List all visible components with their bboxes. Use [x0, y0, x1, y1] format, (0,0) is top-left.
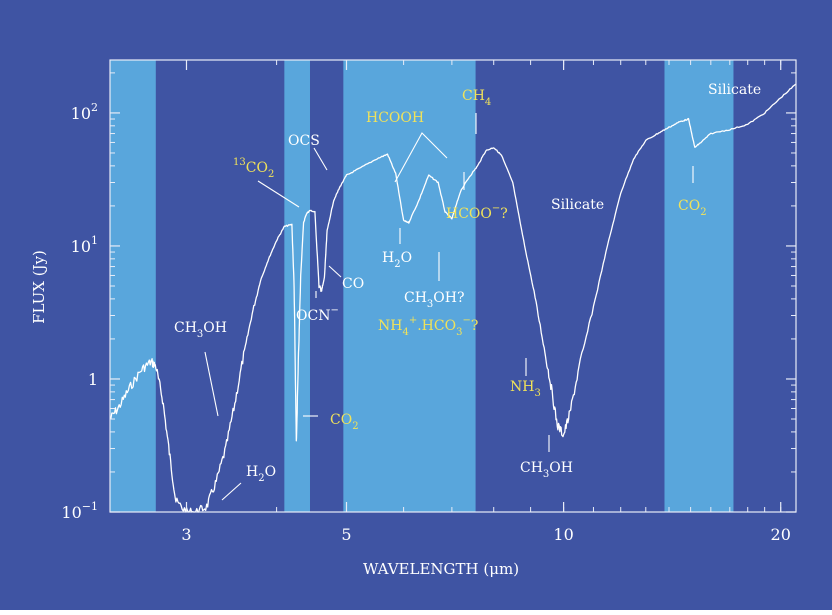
annotation-leader	[257, 180, 300, 208]
annotation-leader	[221, 482, 242, 501]
x-axis-label: WAVELENGTH (μm)	[363, 560, 519, 578]
annotation-co: CO	[328, 265, 364, 292]
annotation-hcoo: HCOO−?	[446, 172, 508, 222]
y-tick-label: 101	[71, 234, 98, 256]
annotation-h2o-mid: H2O	[382, 228, 412, 270]
annotation-label: HCOO−?	[446, 203, 508, 222]
annotation-ch3oh-top: CH3OH	[174, 320, 227, 417]
annotation-label: Silicate	[708, 82, 761, 98]
annotation-ocn: OCN−	[296, 291, 339, 324]
x-tick-label: 3	[181, 525, 191, 544]
annotation-leader	[204, 351, 219, 417]
spectrum-series	[109, 83, 797, 513]
annotation-nh4: NH4+.HCO3−?	[378, 315, 478, 338]
y-tick-label: 102	[71, 101, 98, 123]
annotation-h2o-low: H2O	[221, 464, 276, 501]
annotation-label: NH4+.HCO3−?	[378, 315, 478, 338]
annotation-label: OCN−	[296, 305, 339, 324]
annotation-silicate-right: Silicate	[708, 82, 761, 98]
x-tick-label: 10	[553, 525, 573, 544]
annotation-label: CO2	[330, 412, 359, 432]
annotation-label: NH3	[510, 379, 541, 399]
y-axis-label: FLUX (Jy)	[30, 250, 48, 324]
annotation-leader	[328, 265, 342, 278]
shaded-band-4	[664, 60, 734, 512]
annotation-ocs: OCS	[288, 133, 328, 171]
annotation-ch3oh-mid: CH3OH?	[404, 252, 465, 310]
annotation-label: OCS	[288, 133, 320, 149]
annotation-label: Silicate	[551, 197, 604, 213]
annotation-13co2: 13CO2	[233, 157, 300, 208]
shaded-band-1	[110, 60, 156, 512]
annotation-label: H2O	[246, 464, 276, 484]
annotation-nh3: NH3	[510, 358, 541, 399]
annotation-label: CH3OH?	[404, 290, 465, 310]
annotation-label: H2O	[382, 250, 412, 270]
shaded-band-2	[284, 60, 310, 512]
annotation-label: CH3OH	[174, 320, 227, 340]
annotation-ch4: CH4	[462, 88, 491, 134]
annotation-label: HCOOH	[366, 110, 424, 126]
annotation-co2-right: CO2	[678, 166, 707, 218]
shaded-band-3	[343, 60, 476, 512]
annotation-co2-low: CO2	[303, 412, 359, 432]
spectrum-line	[109, 83, 797, 513]
x-tick-label: 20	[771, 525, 791, 544]
annotation-label: 13CO2	[233, 157, 274, 180]
y-tick-label: 10−1	[61, 500, 98, 522]
annotation-silicate-mid: Silicate	[551, 197, 604, 213]
annotation-leader	[313, 147, 328, 171]
annotation-label: CO2	[678, 198, 707, 218]
annotation-label: CH4	[462, 88, 491, 108]
annotation-ch3oh-bottom: CH3OH	[520, 435, 573, 480]
x-tick-label: 5	[341, 525, 351, 544]
annotation-label: CH3OH	[520, 460, 573, 480]
annotation-label: CO	[342, 276, 364, 292]
shaded-bands	[110, 60, 734, 512]
axis-ticks: 3 5 10 20 10−1 1 101 102	[61, 60, 796, 544]
annotation-hcooh: HCOOH	[366, 110, 448, 183]
annotation-leader	[394, 132, 448, 183]
y-tick-label: 1	[88, 370, 98, 389]
